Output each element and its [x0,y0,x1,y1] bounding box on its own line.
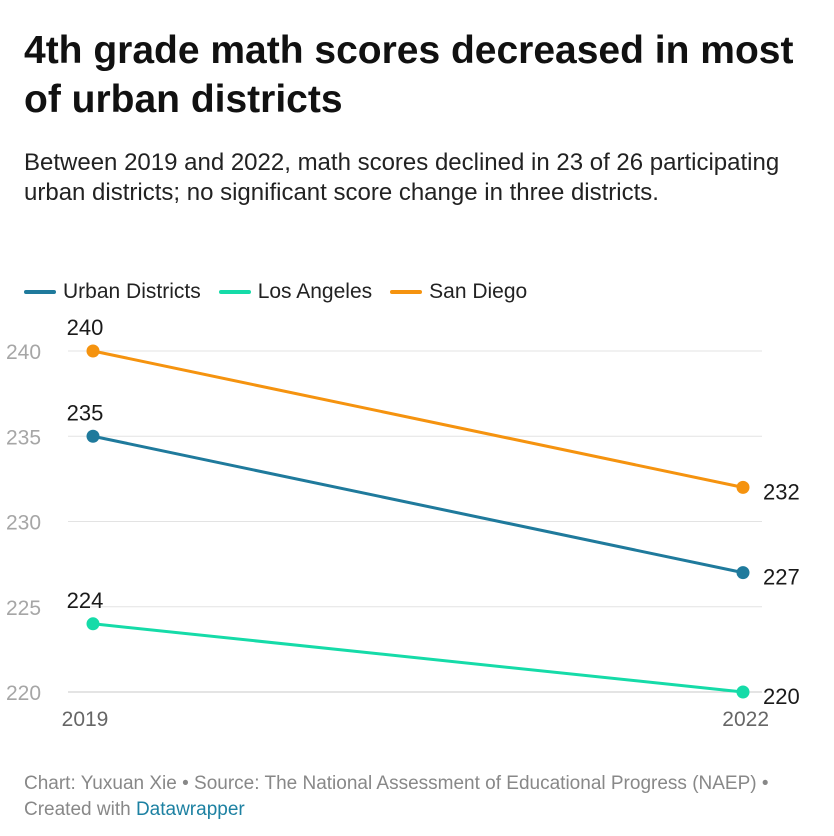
data-label-los-angeles-2019: 224 [67,588,104,613]
x-tick-label-2022: 2022 [722,708,769,731]
data-point-san-diego-2019 [86,344,100,358]
data-point-los-angeles-2019 [86,617,100,631]
data-label-san-diego-2022: 232 [763,479,800,504]
legend-label-san-diego: San Diego [429,280,528,303]
data-point-san-diego-2022 [736,480,750,494]
datawrapper-link[interactable]: Datawrapper [135,799,245,820]
legend-item-urban-districts: Urban Districts [24,280,201,304]
chart-title: 4th grade math scores decreased in most … [24,29,794,121]
data-label-urban-districts-2022: 227 [763,565,800,590]
footer-author: Yuxuan Xie [80,773,177,794]
data-point-los-angeles-2022 [736,685,750,699]
series-line-san-diego [91,349,745,489]
footer-source: The National Assessment of Educational P… [264,773,757,794]
data-label-urban-districts-2019: 235 [67,400,104,425]
legend-item-san-diego: San Diego [390,280,527,304]
footer-source-prefix: Source: [194,773,265,794]
legend-swatch-los-angeles [218,290,251,294]
legend-swatch-urban-districts [24,290,56,294]
data-label-los-angeles-2022: 220 [763,684,800,709]
chart-subtitle: Between 2019 and 2022, math scores decli… [24,149,780,206]
data-point-urban-districts-2019 [86,429,100,443]
chart-footer: Chart: Yuxuan Xie • Source: The National… [24,771,814,823]
y-tick-label-225: 225 [6,597,41,620]
legend: Urban Districts Los Angeles San Diego [24,279,545,305]
y-tick-label-240: 240 [6,341,41,364]
data-label-san-diego-2019: 240 [67,315,104,340]
footer-created-prefix: Created with [24,799,136,820]
footer-separator: • [756,773,769,794]
legend-swatch-san-diego [390,290,423,294]
legend-label-los-angeles: Los Angeles [257,280,373,303]
legend-item-los-angeles: Los Angeles [218,280,373,304]
y-tick-label-230: 230 [6,512,41,535]
series-line-los-angeles [91,622,745,694]
y-tick-label-235: 235 [6,426,41,449]
x-tick-label-2019: 2019 [62,708,109,731]
legend-label-urban-districts: Urban Districts [63,280,201,303]
data-point-urban-districts-2022 [736,566,750,580]
y-tick-label-220: 220 [6,682,41,705]
line-chart: 220 225 230 235 240 2019 2022 235 227 224 220 240 23… [6,315,800,731]
series-line-urban-districts [91,434,745,575]
footer-chart-prefix: Chart: [24,773,81,794]
footer-separator: • [176,773,195,794]
